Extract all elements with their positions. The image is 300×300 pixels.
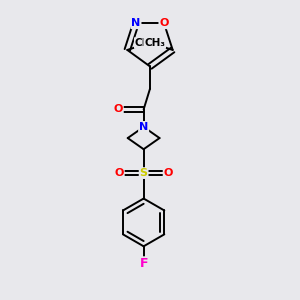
- Text: CH₃: CH₃: [135, 38, 156, 48]
- Text: S: S: [140, 168, 148, 178]
- Text: CH₃: CH₃: [144, 38, 165, 48]
- Text: F: F: [140, 257, 148, 270]
- Text: O: O: [159, 18, 169, 28]
- Text: O: O: [164, 168, 173, 178]
- Text: N: N: [131, 18, 141, 28]
- Text: O: O: [113, 104, 123, 114]
- Text: N: N: [139, 122, 148, 132]
- Text: O: O: [114, 168, 124, 178]
